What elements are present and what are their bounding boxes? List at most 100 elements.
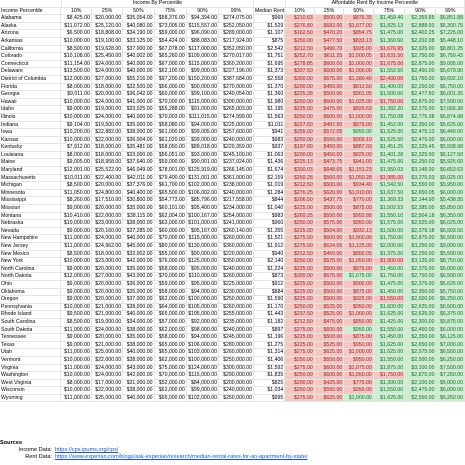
affordable-rent-cell[interactable]: $225.00 xyxy=(285,227,315,236)
state-cell[interactable]: Arkansas xyxy=(0,37,62,46)
income-cell[interactable]: $38,115.00 xyxy=(123,212,155,221)
income-cell[interactable]: $70,000.00 xyxy=(154,273,187,281)
income-cell[interactable]: $55,216.00 xyxy=(123,75,155,84)
income-cell[interactable]: $40,080.00 xyxy=(123,22,155,31)
affordable-rent-cell[interactable]: $1,475.00 xyxy=(373,280,406,289)
affordable-rent-cell[interactable]: $7,066.38 xyxy=(436,106,465,114)
income-cell[interactable]: $19,500.00 xyxy=(91,121,124,130)
income-cell[interactable]: $40,000.00 xyxy=(123,60,155,69)
income-cell[interactable]: $59,000.00 xyxy=(154,280,187,289)
income-cell[interactable]: $35,000.00 xyxy=(123,334,155,342)
income-cell[interactable]: $60,000.00 xyxy=(154,91,187,99)
affordable-rent-cell[interactable]: $225.28 xyxy=(285,91,315,99)
income-cell[interactable]: $78,001.00 xyxy=(154,167,187,175)
affordable-rent-cell[interactable]: $275.00 xyxy=(285,349,315,357)
state-cell[interactable]: Massachusetts xyxy=(0,174,62,183)
affordable-rent-cell[interactable]: $500.00 xyxy=(314,296,345,304)
affordable-rent-cell[interactable]: $950.00 xyxy=(344,356,374,365)
income-cell[interactable]: $260,140.00 xyxy=(219,227,254,236)
affordable-rent-cell[interactable]: $212.50 xyxy=(285,182,315,190)
affordable-rent-cell[interactable]: $624.05 xyxy=(314,243,345,251)
income-cell[interactable]: $20,000.00 xyxy=(91,280,124,289)
affordable-rent-cell[interactable]: $2,450.00 xyxy=(405,326,437,335)
affordable-rent-cell[interactable]: $162.50 xyxy=(285,30,315,38)
state-cell[interactable]: Iowa xyxy=(0,129,62,137)
affordable-rent-cell[interactable]: $611.25 xyxy=(314,53,345,61)
affordable-rent-cell[interactable]: $560.00 xyxy=(314,174,345,183)
affordable-rent-cell[interactable]: $2,275.00 xyxy=(405,106,437,114)
income-cell[interactable]: $240,054.00 xyxy=(219,91,254,99)
affordable-rent-cell[interactable]: $500.00 xyxy=(314,15,345,23)
affordable-rent-cell[interactable]: $225.00 xyxy=(285,334,315,342)
income-cell[interactable]: $25,000.00 xyxy=(91,394,124,403)
affordable-rent-cell[interactable]: $6,127.50 xyxy=(436,151,465,160)
income-cell[interactable]: $250,000.00 xyxy=(219,356,254,365)
income-cell[interactable]: $257,600.00 xyxy=(219,129,254,137)
rent-group-header[interactable]: Affordable Rent By Income Percentile xyxy=(285,0,465,8)
income-cell[interactable]: $10,000.00 xyxy=(61,387,92,395)
median-rent-cell[interactable]: $2,140 xyxy=(253,258,286,266)
income-cell[interactable]: $70,000.00 xyxy=(154,98,187,107)
affordable-rent-cell[interactable]: $950.00 xyxy=(344,326,374,335)
income-cell[interactable]: $24,000.00 xyxy=(91,364,124,373)
affordable-rent-cell[interactable]: $2,385.00 xyxy=(405,205,437,213)
state-cell[interactable]: Indiana xyxy=(0,121,62,130)
income-cell[interactable]: $61,000.00 xyxy=(154,129,187,137)
affordable-rent-cell[interactable]: $475.00 xyxy=(314,318,345,327)
affordable-rent-cell[interactable]: $5,508.98 xyxy=(436,144,465,152)
affordable-rent-cell[interactable]: $2,430.00 xyxy=(373,75,406,84)
affordable-rent-cell[interactable]: $1,625.00 xyxy=(373,394,406,403)
income-cell[interactable]: $55,000.00 xyxy=(154,250,187,259)
affordable-rent-cell[interactable]: $3,148.00 xyxy=(405,167,437,175)
median-rent-cell[interactable]: $1,695 xyxy=(253,60,286,69)
column-header-income-25[interactable]: 25% xyxy=(91,7,124,16)
affordable-rent-cell[interactable]: $1,000.00 xyxy=(344,113,374,122)
income-cell[interactable]: $58,000.00 xyxy=(154,334,187,342)
income-cell[interactable]: $220,000.00 xyxy=(219,250,254,259)
income-cell[interactable]: $80,000.00 xyxy=(154,243,187,251)
income-cell[interactable]: $76,000.00 xyxy=(154,258,187,266)
income-cell[interactable]: $21,000.00 xyxy=(91,311,124,319)
affordable-rent-cell[interactable]: $1,375.00 xyxy=(373,250,406,259)
affordable-rent-cell[interactable]: $1,750.00 xyxy=(373,98,406,107)
income-cell[interactable]: $100,000.00 xyxy=(186,356,219,365)
income-cell[interactable]: $38,000.00 xyxy=(123,220,155,228)
median-rent-cell[interactable]: $1,195 xyxy=(253,106,286,114)
affordable-rent-cell[interactable]: $1,075.00 xyxy=(344,364,374,373)
affordable-rent-cell[interactable]: $6,500.00 xyxy=(436,303,465,312)
affordable-rent-cell[interactable]: $6,000.00 xyxy=(436,326,465,335)
state-cell[interactable]: Maine xyxy=(0,159,62,168)
median-rent-cell[interactable]: $1,107 xyxy=(253,30,286,38)
affordable-rent-cell[interactable]: $5,448.10 xyxy=(436,37,465,46)
affordable-rent-cell[interactable]: $1,450.00 xyxy=(373,265,406,274)
income-cell[interactable]: $99,000.00 xyxy=(186,387,219,395)
column-header-median-rent[interactable]: Median Rent xyxy=(253,7,286,16)
income-cell[interactable]: $23,000.00 xyxy=(91,258,124,266)
income-cell[interactable]: $20,160.00 xyxy=(91,227,124,236)
affordable-rent-cell[interactable]: $200.00 xyxy=(285,151,315,160)
income-cell[interactable]: $260,000.00 xyxy=(219,303,254,312)
income-cell[interactable]: $115,557.00 xyxy=(186,22,219,31)
affordable-rent-cell[interactable]: $1,676.95 xyxy=(373,45,406,54)
affordable-rent-cell[interactable]: $210.63 xyxy=(285,15,315,23)
column-header-income-99[interactable]: 99% xyxy=(219,7,254,16)
median-rent-cell[interactable]: $1,040 xyxy=(253,205,286,213)
income-cell[interactable]: $88,083.00 xyxy=(186,37,219,46)
affordable-rent-cell[interactable]: $1,631.50 xyxy=(373,53,406,61)
median-rent-cell[interactable]: $1,980 xyxy=(253,98,286,107)
median-rent-cell[interactable]: $1,314 xyxy=(253,349,286,357)
income-cell[interactable]: $94,000.00 xyxy=(186,121,219,130)
state-cell[interactable]: Montana xyxy=(0,212,62,221)
income-cell[interactable]: $40,000.00 xyxy=(123,311,155,319)
affordable-rent-cell[interactable]: $5,000.00 xyxy=(436,379,465,388)
median-rent-cell[interactable]: $1,406 xyxy=(253,356,286,365)
income-cell[interactable]: $42,000.00 xyxy=(123,258,155,266)
median-rent-cell[interactable]: $1,196 xyxy=(253,334,286,342)
affordable-rent-cell[interactable]: $500.00 xyxy=(314,91,345,99)
affordable-rent-cell[interactable]: $1,025.00 xyxy=(344,98,374,107)
income-cell[interactable]: $24,000.00 xyxy=(91,235,124,243)
income-source-link[interactable]: https://cps.ipums.org/cps/ xyxy=(55,447,119,454)
affordable-rent-cell[interactable]: $225.00 xyxy=(285,280,315,289)
affordable-rent-cell[interactable]: $7,250.00 xyxy=(436,372,465,380)
affordable-rent-cell[interactable]: $825.00 xyxy=(344,151,374,160)
